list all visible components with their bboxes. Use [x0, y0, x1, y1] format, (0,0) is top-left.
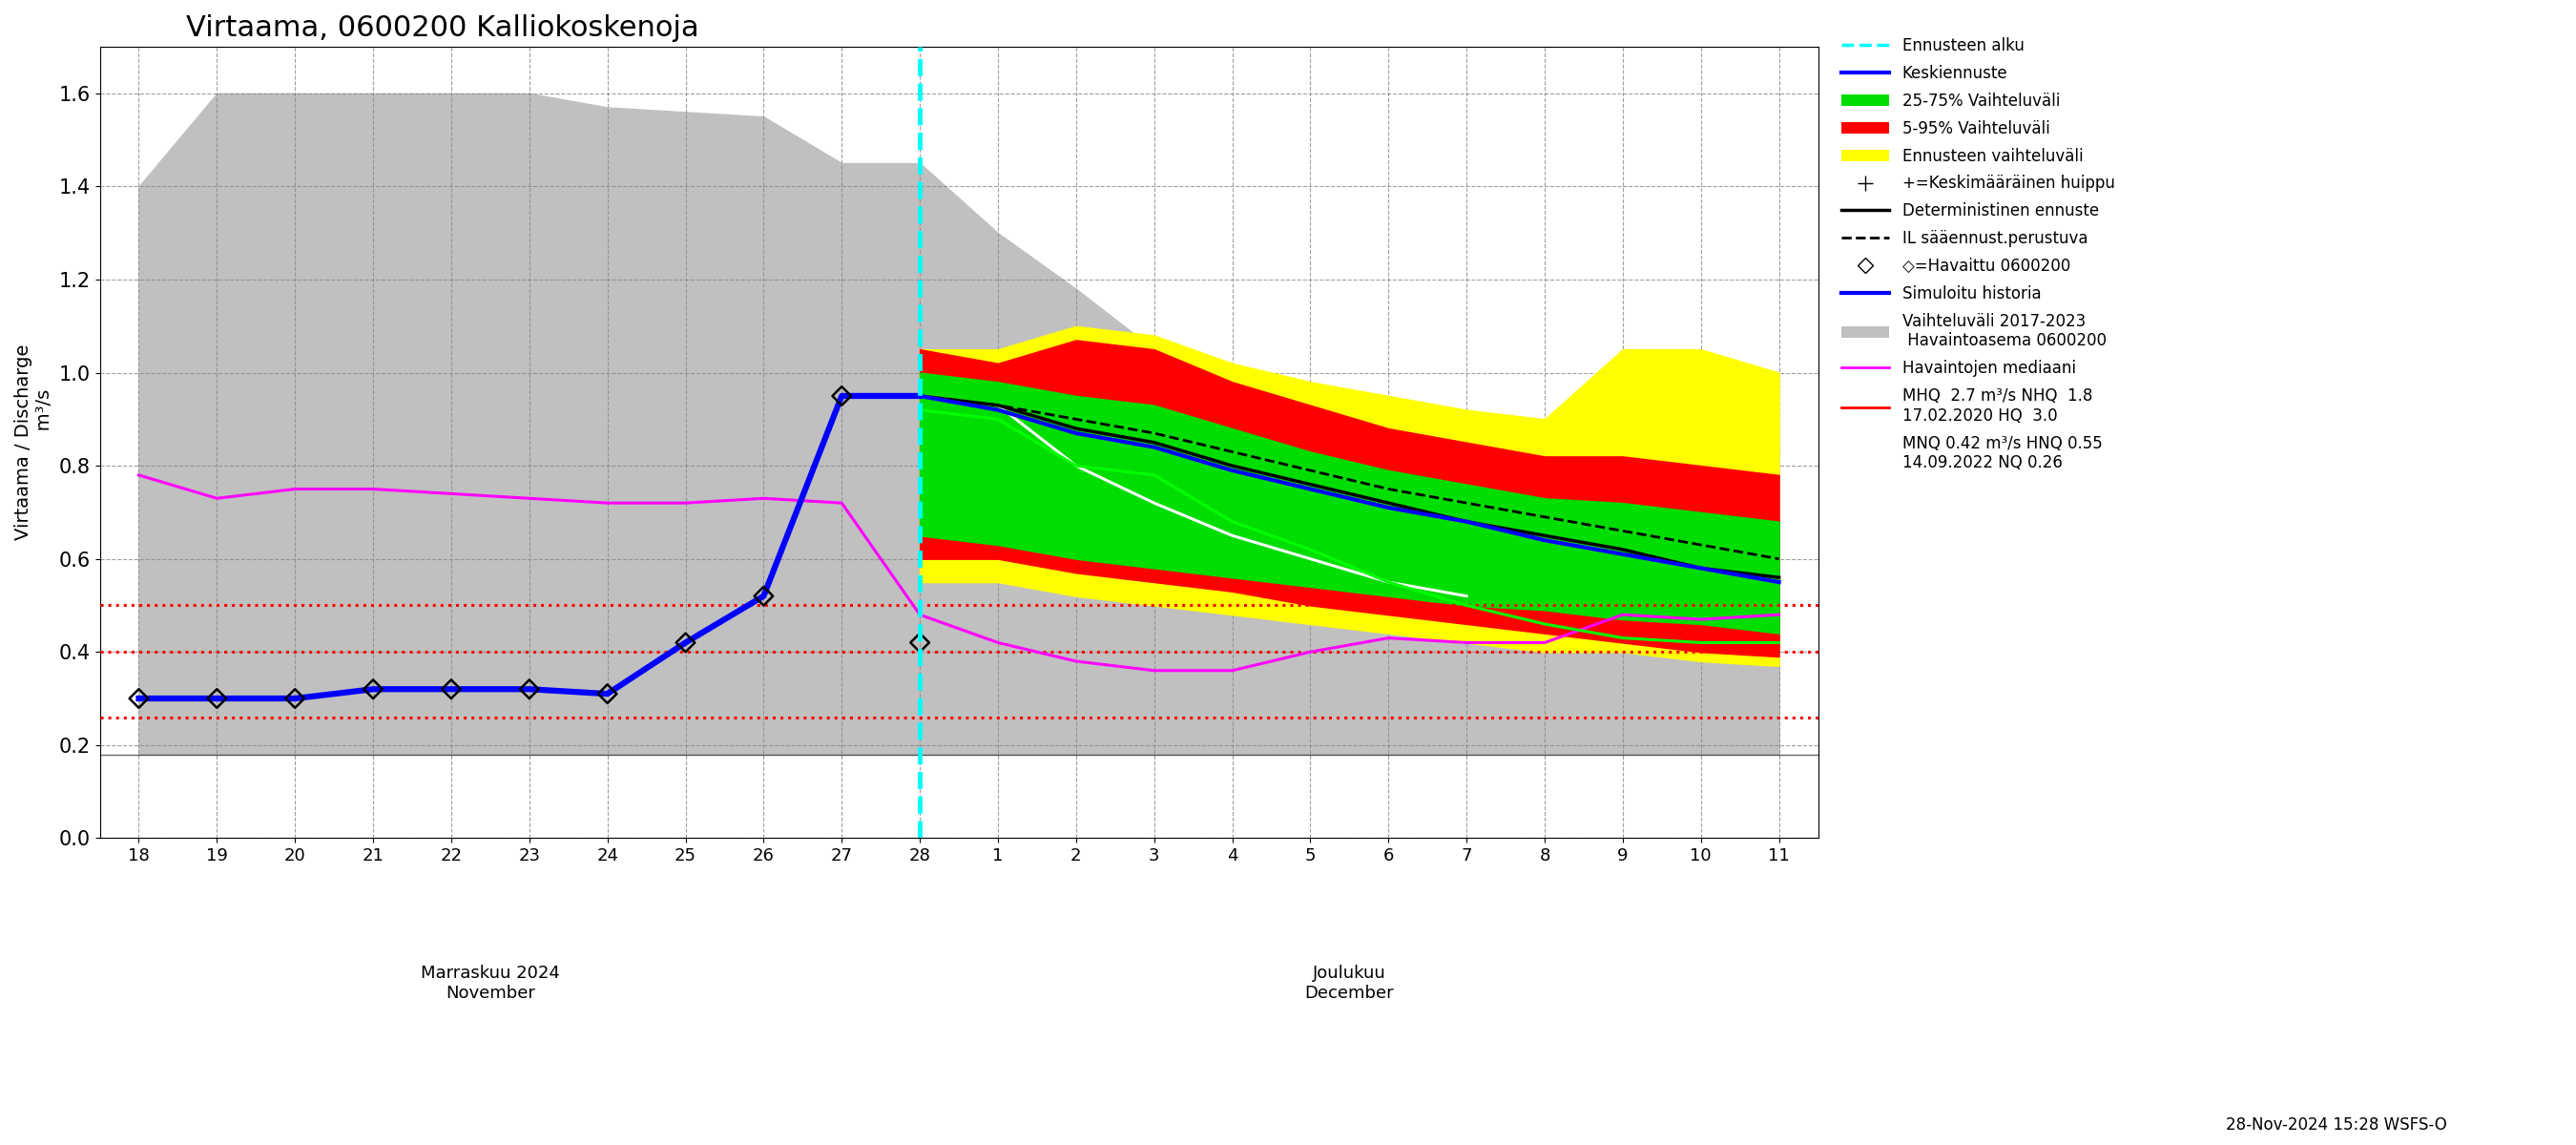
Point [899, 633, 940, 652]
Point [665, 633, 706, 652]
Text: Joulukuu
December: Joulukuu December [1303, 965, 1394, 1002]
Point [430, 680, 471, 698]
Point [587, 685, 629, 703]
Text: Marraskuu 2024
November: Marraskuu 2024 November [420, 965, 559, 1002]
Point [353, 680, 394, 698]
Point [742, 587, 783, 606]
Point [507, 680, 549, 698]
Point [276, 689, 317, 708]
Point [196, 689, 237, 708]
Point [822, 387, 863, 405]
Text: Virtaama, 0600200 Kalliokoskenoja: Virtaama, 0600200 Kalliokoskenoja [185, 14, 698, 42]
Point [118, 689, 160, 708]
Y-axis label: Virtaama / Discharge
           m³/s: Virtaama / Discharge m³/s [15, 345, 54, 540]
Text: 28-Nov-2024 15:28 WSFS-O: 28-Nov-2024 15:28 WSFS-O [2226, 1116, 2447, 1134]
Legend: Ennusteen alku, Keskiennuste, 25-75% Vaihteluväli, 5-95% Vaihteluväli, Ennusteen: Ennusteen alku, Keskiennuste, 25-75% Vai… [1834, 31, 2120, 479]
